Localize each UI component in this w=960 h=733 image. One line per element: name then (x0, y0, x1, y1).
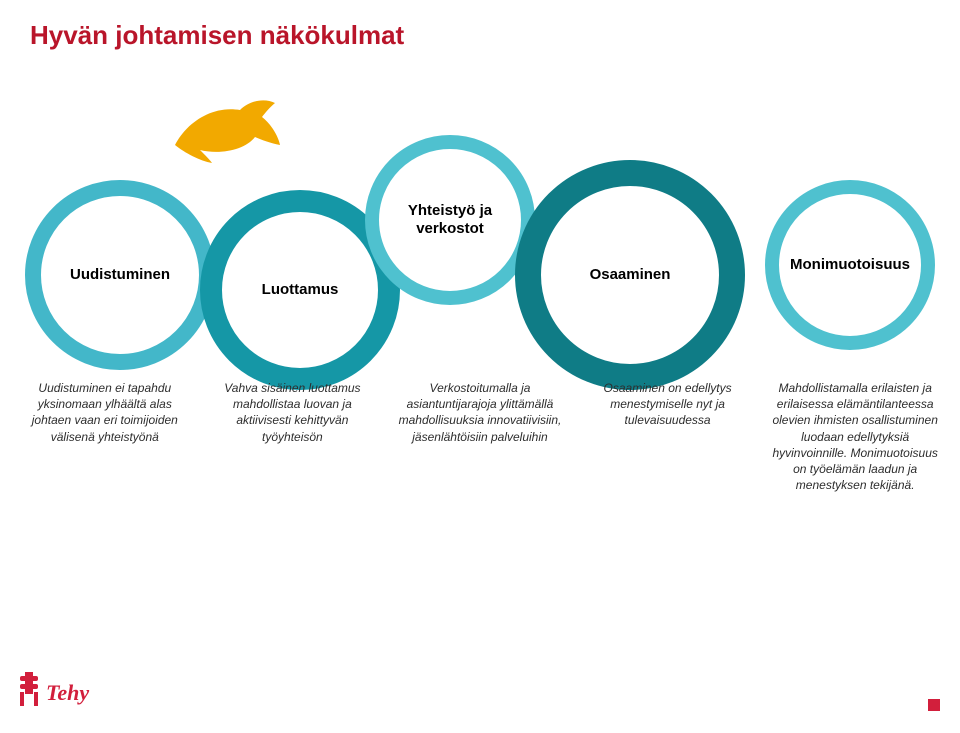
ring-monimuotoisuus: Monimuotoisuus (765, 180, 935, 350)
tehy-logo: Tehy (20, 670, 110, 715)
corner-square-icon (928, 699, 940, 711)
ring-label: Uudistuminen (70, 266, 170, 284)
logo-text: Tehy (46, 680, 89, 705)
page-title: Hyvän johtamisen näkökulmat (30, 20, 404, 51)
dolphin-path (175, 100, 280, 163)
descriptions-row: Uudistuminen ei tapahdu yksinomaan ylhää… (0, 380, 960, 493)
dolphin-icon (170, 95, 290, 170)
desc-uudistuminen: Uudistuminen ei tapahdu yksinomaan ylhää… (20, 380, 190, 493)
desc-luottamus: Vahva sisäinen luottamus mahdollistaa lu… (208, 380, 378, 493)
ring-chain: Uudistuminen Luottamus Yhteistyö javerko… (0, 160, 960, 360)
desc-osaaminen: Osaaminen on edellytys menestymiselle ny… (583, 380, 753, 493)
title-text: Hyvän johtamisen näkökulmat (30, 20, 404, 50)
ring-label: Osaaminen (590, 266, 671, 284)
ring-yhteistyo: Yhteistyö javerkostot (365, 135, 535, 305)
desc-yhteistyo: Verkostoitumalla ja asiantuntijarajoja y… (395, 380, 565, 493)
ring-osaaminen: Osaaminen (515, 160, 745, 390)
ring-label: Monimuotoisuus (790, 256, 910, 274)
ring-label: Yhteistyö javerkostot (408, 202, 492, 238)
ring-uudistuminen: Uudistuminen (25, 180, 215, 370)
ring-label: Luottamus (262, 281, 339, 299)
desc-monimuotoisuus: Mahdollistamalla erilaisten ja erilaises… (770, 380, 940, 493)
